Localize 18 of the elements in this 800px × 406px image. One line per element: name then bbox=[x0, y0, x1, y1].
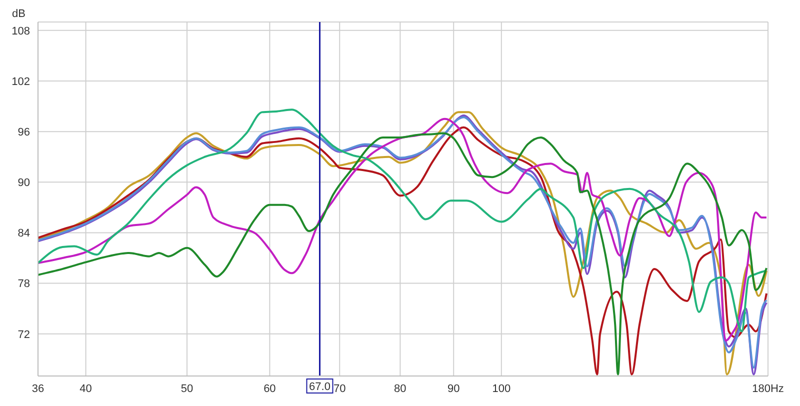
y-tick-label: 96 bbox=[18, 126, 30, 138]
x-tick-label: 80 bbox=[394, 382, 406, 395]
x-tick-label: 100 bbox=[492, 382, 511, 395]
ref-line-label: 67.0 bbox=[309, 381, 330, 393]
x-tick-label: 70 bbox=[333, 382, 346, 395]
x-tick-label: 180Hz bbox=[752, 382, 784, 395]
y-tick-label: 78 bbox=[18, 278, 30, 290]
x-tick-label: 50 bbox=[180, 382, 194, 395]
x-tick-label: 60 bbox=[264, 382, 276, 395]
y-tick-label: 102 bbox=[12, 76, 30, 88]
y-axis-title: dB bbox=[12, 8, 26, 20]
y-tick-label: 108 bbox=[12, 25, 30, 38]
y-tick-label: 72 bbox=[18, 328, 30, 341]
y-tick-label: 90 bbox=[18, 177, 30, 190]
x-tick-label: 36 bbox=[32, 382, 44, 395]
x-tick-label: 40 bbox=[80, 382, 92, 395]
x-tick-label: 90 bbox=[447, 382, 460, 395]
y-tick-label: 84 bbox=[18, 228, 30, 240]
